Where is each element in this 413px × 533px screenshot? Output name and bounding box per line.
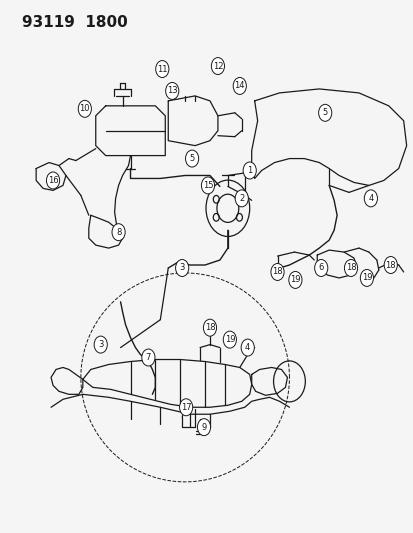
Text: 5: 5 [189, 154, 194, 163]
Text: 9: 9 [201, 423, 206, 432]
Circle shape [175, 260, 188, 277]
Text: 8: 8 [116, 228, 121, 237]
Text: 1: 1 [247, 166, 252, 175]
Circle shape [142, 349, 154, 366]
Text: 19: 19 [290, 276, 300, 285]
Text: 5: 5 [322, 108, 327, 117]
Text: 17: 17 [180, 403, 191, 412]
Text: 14: 14 [234, 82, 244, 91]
Text: 13: 13 [166, 86, 177, 95]
Text: 93119  1800: 93119 1800 [22, 14, 127, 30]
Text: 4: 4 [244, 343, 250, 352]
Text: 18: 18 [345, 263, 356, 272]
Text: 10: 10 [79, 104, 90, 114]
Circle shape [223, 331, 236, 348]
Circle shape [270, 263, 283, 280]
Circle shape [288, 271, 301, 288]
Circle shape [240, 339, 254, 356]
Circle shape [46, 172, 59, 189]
Circle shape [185, 150, 198, 167]
Circle shape [203, 319, 216, 336]
Text: 18: 18 [204, 323, 215, 332]
Text: 12: 12 [212, 61, 223, 70]
Text: 19: 19 [224, 335, 235, 344]
Text: 11: 11 [157, 64, 167, 74]
Circle shape [179, 399, 192, 416]
Circle shape [314, 260, 327, 277]
Circle shape [383, 256, 396, 273]
Text: 6: 6 [318, 263, 323, 272]
Circle shape [94, 336, 107, 353]
Text: 3: 3 [179, 263, 185, 272]
Circle shape [211, 58, 224, 75]
Circle shape [78, 100, 91, 117]
Circle shape [112, 224, 125, 241]
Circle shape [242, 162, 256, 179]
Circle shape [363, 190, 377, 207]
Circle shape [165, 83, 178, 99]
Circle shape [201, 177, 214, 194]
Text: 2: 2 [239, 194, 244, 203]
Circle shape [318, 104, 331, 122]
Text: 18: 18 [385, 261, 395, 270]
Circle shape [197, 419, 210, 435]
Text: 4: 4 [368, 194, 373, 203]
Circle shape [235, 190, 248, 207]
Circle shape [155, 61, 169, 77]
Circle shape [359, 270, 373, 286]
Text: 3: 3 [98, 340, 103, 349]
Circle shape [233, 77, 246, 94]
Circle shape [344, 260, 357, 277]
Text: 18: 18 [272, 268, 282, 277]
Text: 16: 16 [47, 176, 58, 185]
Text: 15: 15 [202, 181, 213, 190]
Text: 7: 7 [145, 353, 151, 362]
Text: 19: 19 [361, 273, 371, 282]
